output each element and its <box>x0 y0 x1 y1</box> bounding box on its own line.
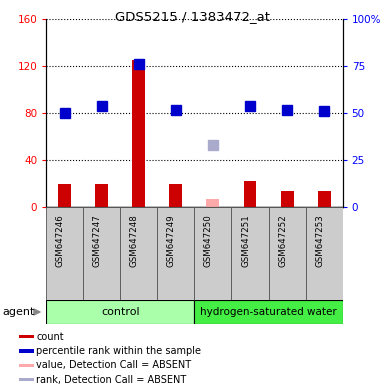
Bar <box>46 300 194 324</box>
Bar <box>19 364 33 367</box>
Text: value, Detection Call = ABSENT: value, Detection Call = ABSENT <box>36 360 191 370</box>
Bar <box>95 184 108 207</box>
Text: GSM647252: GSM647252 <box>278 215 287 268</box>
Text: GSM647247: GSM647247 <box>93 215 102 268</box>
Bar <box>58 184 71 207</box>
Bar <box>206 199 219 207</box>
Text: GSM647248: GSM647248 <box>130 215 139 268</box>
Text: GSM647250: GSM647250 <box>204 215 213 268</box>
Text: GDS5215 / 1383472_at: GDS5215 / 1383472_at <box>115 10 270 23</box>
Text: rank, Detection Call = ABSENT: rank, Detection Call = ABSENT <box>36 374 186 384</box>
Bar <box>19 335 33 338</box>
Text: GSM647253: GSM647253 <box>315 215 324 268</box>
Bar <box>194 300 343 324</box>
Text: GSM647251: GSM647251 <box>241 215 250 268</box>
Text: count: count <box>36 332 64 342</box>
Text: agent: agent <box>2 307 34 317</box>
Bar <box>268 207 306 300</box>
Bar <box>157 207 194 300</box>
Bar <box>306 207 343 300</box>
Bar <box>194 207 231 300</box>
Bar <box>83 207 120 300</box>
Bar <box>169 184 182 207</box>
Text: hydrogen-saturated water: hydrogen-saturated water <box>200 307 337 317</box>
Bar <box>231 207 268 300</box>
Text: GSM647249: GSM647249 <box>167 215 176 267</box>
Bar <box>318 191 331 207</box>
Text: percentile rank within the sample: percentile rank within the sample <box>36 346 201 356</box>
Text: GSM647246: GSM647246 <box>56 215 65 268</box>
Bar <box>19 378 33 381</box>
Bar <box>46 207 83 300</box>
Bar <box>19 349 33 353</box>
Bar <box>281 191 293 207</box>
Text: control: control <box>101 307 140 317</box>
Bar <box>120 207 157 300</box>
Bar <box>132 60 145 207</box>
Bar <box>244 182 256 207</box>
